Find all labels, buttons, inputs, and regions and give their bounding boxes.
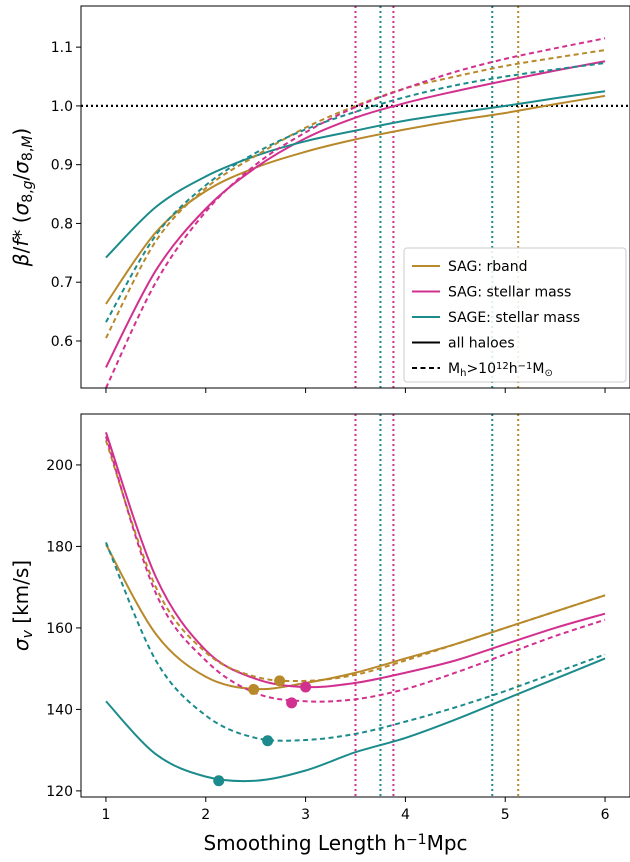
x-tick-label: 6 — [601, 807, 610, 823]
x-axis-label: Smoothing Length h−1Mpc — [203, 831, 467, 855]
series-line — [105, 37, 606, 388]
axes-frame — [80, 413, 630, 798]
y-axis-label-part: [km/s] — [9, 560, 33, 630]
y-axis-label-part: σ — [9, 201, 33, 215]
legend-label-part: 12 — [496, 361, 509, 372]
series-line — [105, 49, 606, 339]
series-line — [105, 60, 606, 368]
series-line — [105, 90, 606, 259]
panel-bottom: 1 2 3 4 5 6 120 140 160 180 200 σv [km/s] Smoothing … — [9, 413, 630, 855]
legend-label-part: −1 — [518, 361, 533, 372]
plot-area — [104, 414, 606, 797]
y-axis-label-part: M — [20, 136, 36, 148]
y-axis-label: σv [km/s] — [9, 560, 36, 651]
axes-frame — [80, 5, 630, 389]
y-axis-label-part: σ — [9, 160, 33, 174]
y-axis-label-part: 8, — [20, 148, 36, 161]
y-axis-label-part: * — [9, 230, 33, 240]
x-axis-label-part: −1 — [406, 832, 427, 848]
series-line — [105, 440, 606, 683]
x-tick-label: 4 — [401, 807, 410, 823]
legend-label: all haloes — [448, 336, 515, 352]
series-line — [105, 541, 606, 742]
x-axis-label-part: Mpc — [427, 831, 468, 855]
legend-label-part: M — [532, 361, 544, 377]
minimum-point — [300, 681, 312, 693]
legend-label: Mh>1012h−1M⊙ — [448, 361, 553, 379]
y-axis-label-part: σ — [9, 637, 33, 651]
x-tick-label: 3 — [301, 807, 310, 823]
legend-box — [403, 247, 627, 383]
y-tick-label: 0.7 — [51, 275, 73, 291]
y-axis-label-part: ( — [9, 215, 33, 229]
legend-label-part: M — [448, 361, 460, 377]
legend-label: SAG: rband — [448, 259, 527, 275]
y-tick-label: 0.6 — [51, 334, 73, 350]
series-line — [105, 657, 606, 783]
y-axis-label-part: β — [9, 253, 33, 267]
y-axis-label: β/f* (σ8,g/σ8,M) — [9, 128, 36, 267]
series-line — [105, 543, 606, 691]
x-tick-label: 5 — [501, 807, 510, 823]
y-tick-label: 1.1 — [51, 40, 73, 56]
y-axis-label-part: / — [9, 246, 33, 253]
y-tick-label: 160 — [46, 621, 73, 637]
y-tick-label: 0.9 — [51, 158, 73, 174]
y-tick-label: 120 — [46, 784, 73, 800]
x-axis-label-part: Smoothing Length h — [203, 831, 405, 855]
series-line — [105, 432, 606, 689]
legend-label-part: ⊙ — [544, 368, 552, 379]
y-axis-label-part: f — [9, 237, 33, 247]
y-axis-label-part: g — [20, 180, 36, 189]
x-tick-label: 2 — [201, 807, 210, 823]
minimum-point — [286, 697, 298, 709]
plot-area — [81, 6, 630, 388]
y-axis-label-part: v — [20, 629, 36, 638]
y-tick-label: 1.0 — [51, 99, 73, 115]
minimum-point — [274, 675, 286, 687]
panel-top: 0.60.70.80.91.01.1β/f* (σ8,g/σ8,M)SAG: r… — [9, 5, 630, 393]
y-tick-label: 200 — [46, 458, 73, 474]
y-axis-label-part: ) — [9, 128, 33, 136]
legend-label-part: >10 — [466, 361, 496, 377]
legend-label-part: h — [509, 361, 518, 377]
series-line — [105, 94, 606, 305]
series-line — [105, 62, 606, 323]
y-axis-label-part: / — [9, 174, 33, 181]
y-tick-label: 180 — [46, 539, 73, 555]
x-tick-label: 1 — [101, 807, 110, 823]
legend-label: SAGE: stellar mass — [448, 310, 580, 326]
minimum-point — [213, 775, 225, 787]
legend-label: SAG: stellar mass — [448, 285, 571, 301]
series-line — [104, 436, 606, 703]
y-axis-label-part: 8, — [20, 189, 36, 202]
minimum-point — [262, 735, 274, 747]
y-tick-label: 0.8 — [51, 216, 73, 232]
y-tick-label: 140 — [46, 702, 73, 718]
legend-label-part: h — [460, 368, 466, 379]
legend: SAG: rband SAG: stellar mass SAGE: stellar… — [403, 247, 627, 383]
minimum-point — [248, 683, 260, 695]
